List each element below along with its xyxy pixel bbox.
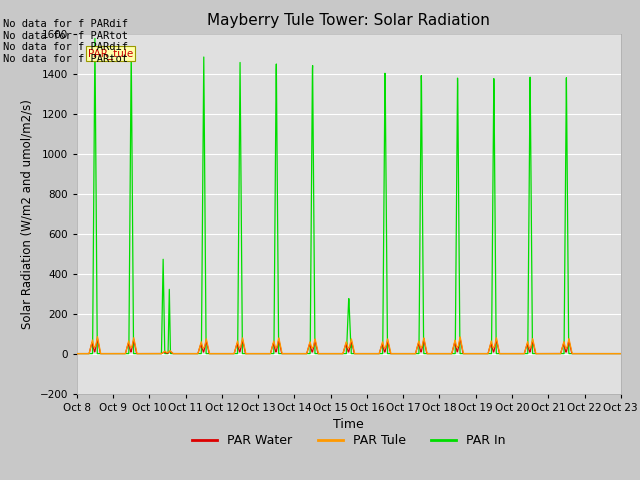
Text: No data for f PARdif
No data for f PARtot
No data for f PARdif
No data for f PAR: No data for f PARdif No data for f PARto… [3, 19, 128, 64]
Text: PAR_tule: PAR_tule [88, 48, 133, 59]
Y-axis label: Solar Radiation (W/m2 and umol/m2/s): Solar Radiation (W/m2 and umol/m2/s) [21, 99, 34, 328]
X-axis label: Time: Time [333, 418, 364, 431]
Title: Mayberry Tule Tower: Solar Radiation: Mayberry Tule Tower: Solar Radiation [207, 13, 490, 28]
Legend: PAR Water, PAR Tule, PAR In: PAR Water, PAR Tule, PAR In [188, 429, 510, 452]
